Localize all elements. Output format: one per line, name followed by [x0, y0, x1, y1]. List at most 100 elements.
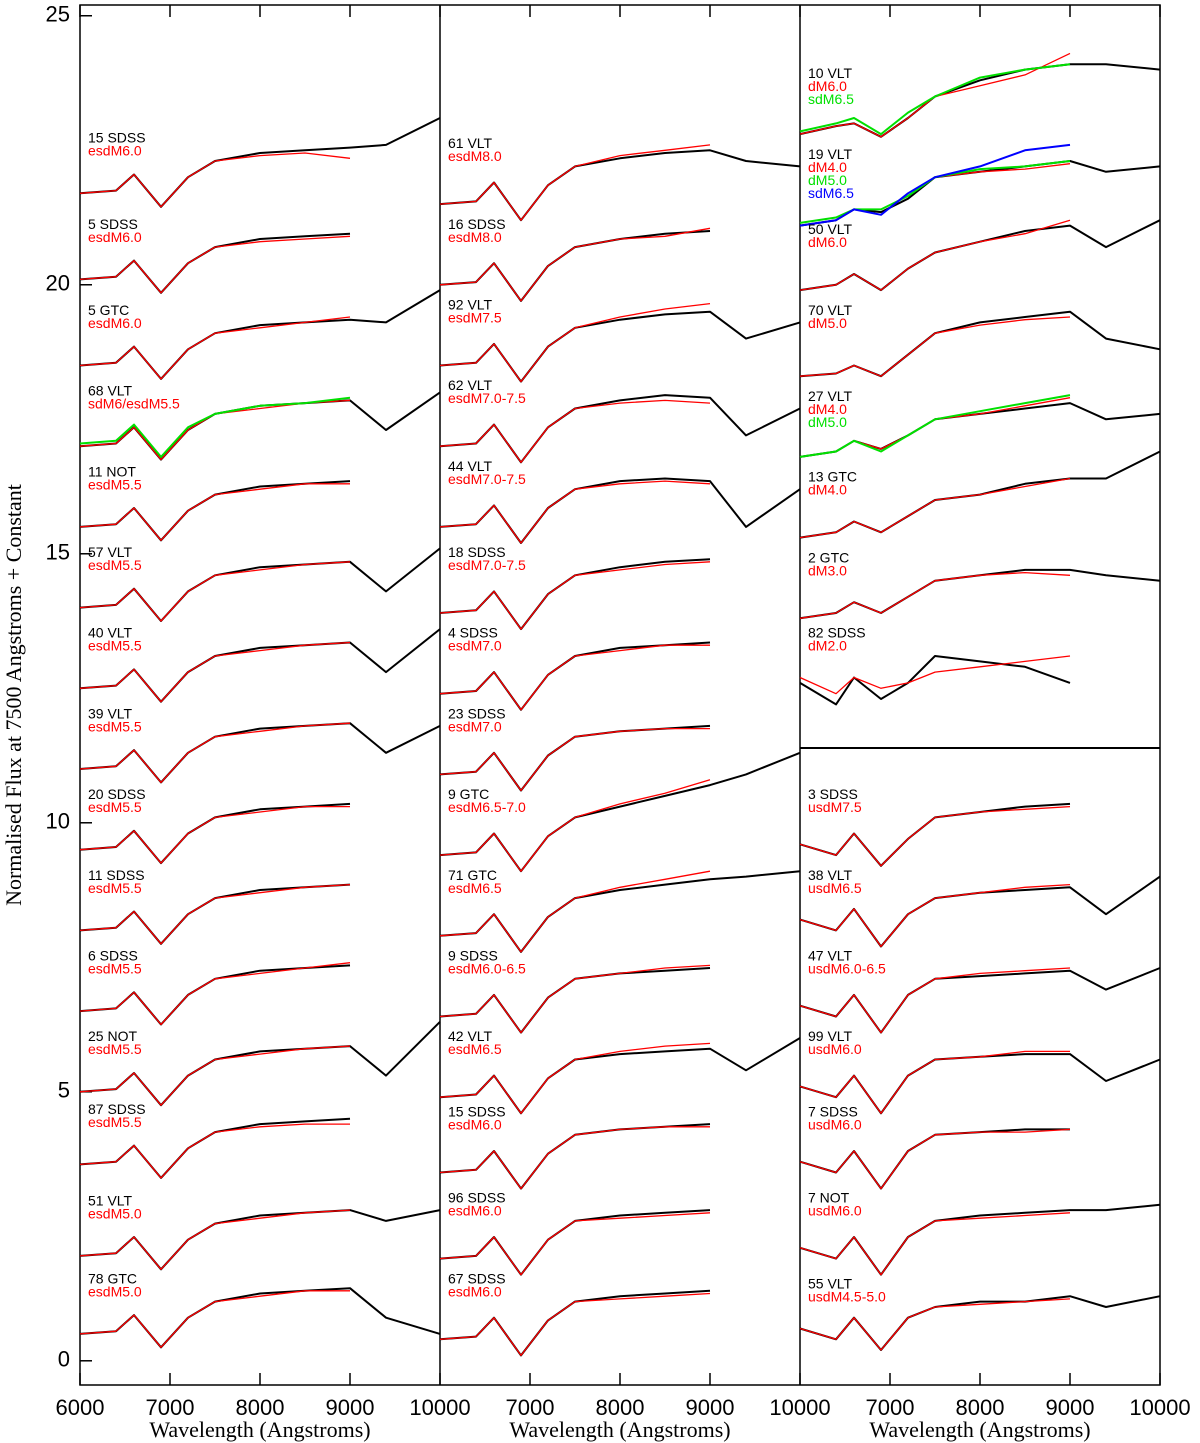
spectrum-label: dM4.0 [808, 159, 847, 175]
spectrum-label: esdM5.5 [88, 557, 142, 573]
x-tick-label: 6000 [56, 1395, 105, 1420]
spectrum-line [799, 1298, 1071, 1351]
spectrum-line [439, 1212, 711, 1276]
spectrum-line [79, 396, 351, 458]
spectrum-label: 78 GTC [88, 1270, 137, 1286]
spectrum-label: 5 GTC [88, 302, 129, 318]
spectrum-label: dM6.0 [808, 234, 847, 250]
spectrum-line [799, 805, 1071, 867]
spectrum-line [439, 727, 710, 792]
x-tick-label: 10000 [769, 1395, 830, 1420]
x-tick-label: 7000 [146, 1395, 195, 1420]
spectrum-label: 40 VLT [88, 625, 133, 641]
spectrum-line [439, 779, 711, 872]
spectrum-line [79, 235, 351, 294]
x-axis-title: Wavelength (Angstroms) [509, 1417, 730, 1442]
spectrum-label: 16 SDSS [448, 216, 506, 232]
spectrum-label: 70 VLT [808, 302, 853, 318]
spectrum-line [439, 967, 711, 1034]
spectrum-line [439, 1289, 711, 1357]
spectrum-label: 9 GTC [448, 786, 489, 802]
spectrum-line [79, 289, 441, 380]
x-tick-label: 9000 [1046, 1395, 1095, 1420]
spectrum-line [439, 480, 711, 544]
spectrum-label: esdM5.5 [88, 1041, 142, 1057]
spectrum-label: dM3.0 [808, 562, 847, 578]
spectrum-label: 4 SDSS [448, 625, 498, 641]
spectrum-label: dM5.0 [808, 172, 847, 188]
spectrum-label: 68 VLT [88, 383, 133, 399]
spectrum-label: 92 VLT [448, 297, 493, 313]
spectrum-label: esdM5.0 [88, 1283, 142, 1299]
spectrum-label: 11 NOT [88, 463, 136, 479]
spectrum-label: esdM5.5 [88, 880, 142, 896]
spectrum-line [799, 1050, 1070, 1114]
spectrum-label: dM2.0 [808, 638, 847, 654]
spectrum-line [79, 722, 351, 784]
spectrum-line [799, 967, 1161, 1034]
spectrum-label: 71 GTC [448, 867, 497, 883]
spectrum-label: 27 VLT [808, 388, 853, 404]
spectrum-label: dM5.0 [808, 414, 847, 430]
spectrum-label: esdM5.5 [88, 718, 142, 734]
spectrum-label: 99 VLT [808, 1028, 853, 1044]
spectrum-line [799, 571, 1071, 619]
spectrum-label: esdM7.5 [448, 310, 502, 326]
spectrum-label: 19 VLT [808, 146, 853, 162]
spectrum-label: 87 SDSS [88, 1101, 146, 1117]
spectrum-line [79, 1209, 351, 1270]
spectrum-label: esdM6.0 [448, 1117, 502, 1133]
y-axis-title: Normalised Flux at 7500 Angstroms + Cons… [1, 484, 26, 906]
x-axis-title: Wavelength (Angstroms) [869, 1417, 1090, 1442]
spectrum-line [439, 399, 711, 463]
spectrum-label: usdM6.0 [808, 1203, 862, 1219]
spectrum-line [799, 316, 1071, 377]
x-tick-label: 8000 [956, 1395, 1005, 1420]
spectrum-line [799, 310, 1161, 378]
spectrum-label: dM6.0 [808, 78, 847, 94]
spectrum-label: usdM6.0-6.5 [808, 961, 886, 977]
spectrum-line [799, 63, 1071, 136]
spectrum-line [799, 143, 1071, 227]
spectrum-label: 11 SDSS [88, 867, 145, 883]
spectrum-line [799, 477, 1071, 539]
spectrum-label: esdM5.0 [88, 1205, 142, 1221]
spectrum-label: 47 VLT [808, 948, 853, 964]
spectrum-line [439, 1123, 711, 1190]
spectrum-label: 38 VLT [808, 867, 853, 883]
y-tick-label: 20 [46, 271, 70, 296]
spectrum-label: 51 VLT [88, 1192, 133, 1208]
spectrum-line [799, 160, 1071, 224]
x-axis-title: Wavelength (Angstroms) [149, 1417, 370, 1442]
spectrum-label: 9 SDSS [448, 948, 498, 964]
spectrum-label: 23 SDSS [448, 705, 506, 721]
spectrum-line [79, 641, 351, 703]
x-tick-label: 8000 [236, 1395, 285, 1420]
spectrum-label: esdM6.5 [448, 1041, 502, 1057]
spectrum-line [79, 805, 350, 864]
y-tick-label: 25 [46, 2, 70, 27]
spectrum-label: 82 SDSS [808, 625, 866, 641]
spectrum-label: sdM6.5 [808, 91, 854, 107]
spectrum-line [79, 152, 351, 208]
y-tick-label: 10 [46, 809, 70, 834]
spectrum-line [79, 1123, 350, 1179]
spectrum-label: usdM6.0 [808, 1117, 862, 1133]
spectrum-label: esdM6.0 [448, 1203, 502, 1219]
spectrum-label: esdM5.5 [88, 961, 142, 977]
spectrum-label: usdM6.5 [808, 880, 862, 896]
spectrum-label: 50 VLT [808, 221, 853, 237]
spectrum-label: usdM7.5 [808, 799, 862, 815]
plot-frame [79, 4, 1161, 1386]
spectrum-line [799, 967, 1071, 1034]
y-tick-label: 15 [46, 540, 70, 565]
spectrum-line [79, 316, 351, 380]
spectrum-label: 10 VLT [808, 65, 853, 81]
x-tick-label: 7000 [866, 1395, 915, 1420]
spectrum-label: esdM7.0-7.5 [448, 390, 526, 406]
spectrum-line [439, 302, 711, 383]
spectrum-label: 42 VLT [448, 1028, 493, 1044]
spectrum-label: 5 SDSS [88, 216, 138, 232]
spectrum-line [439, 144, 711, 221]
